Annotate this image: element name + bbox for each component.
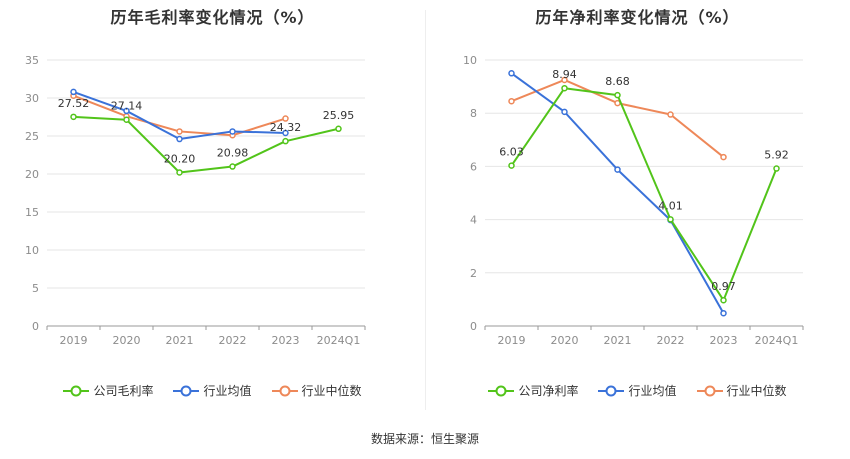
net-y-tick-label: 2: [470, 267, 477, 280]
gross-y-tick-label: 25: [25, 130, 39, 143]
net-x-tick-label: 2023: [710, 334, 738, 347]
gross-x-tick-label: 2021: [166, 334, 194, 347]
gross-series-0-point-1[interactable]: [123, 116, 130, 123]
gross-legend-swatch-icon: [271, 385, 298, 396]
gross-legend-swatch-icon: [173, 385, 200, 396]
gross-x-tick-label: 2019: [60, 334, 88, 347]
net-y-tick-label: 10: [463, 54, 477, 67]
gross-data-label: 20.20: [164, 152, 196, 165]
gross-series-1-point-0[interactable]: [70, 88, 77, 96]
net-data-label: 6.03: [499, 146, 524, 159]
net-data-label: 5.92: [764, 149, 789, 162]
gross-legend-swatch-icon: [63, 385, 90, 396]
net-series-2-point-4[interactable]: [720, 153, 727, 161]
gross-y-tick-label: 5: [32, 282, 39, 295]
gross-x-tick-label: 2024Q1: [317, 334, 361, 347]
gross-series-line-0: [73, 115, 339, 174]
gross-y-tick-label: 35: [25, 54, 39, 67]
net-data-label: 4.01: [658, 199, 683, 212]
net-legend-label: 公司净利率: [518, 384, 579, 398]
gross-legend-label: 行业均值: [203, 384, 252, 398]
gross-margin-legend: 公司毛利率 行业均值 行业中位数: [0, 382, 425, 399]
net-legend-swatch-icon: [598, 385, 625, 396]
net-series-0-point-5[interactable]: [773, 165, 780, 172]
gross-data-label: 24.32: [270, 121, 302, 134]
net-data-label: 0.97: [711, 280, 736, 293]
gross-series-0-point-5[interactable]: [335, 125, 342, 133]
net-legend-item-2[interactable]: 行业中位数: [696, 382, 787, 399]
gross-series-0-point-2[interactable]: [176, 169, 183, 176]
net-series-line-1: [510, 72, 725, 314]
gross-series-2-point-4[interactable]: [282, 115, 289, 122]
net-y-tick-label: 6: [470, 160, 477, 173]
data-source-note: 数据来源：恒生聚源: [370, 432, 479, 446]
panel-divider: [425, 10, 426, 410]
gross-margin-chart: 0 5 10 15 20 25 30 35 2019 2020 2021 2022 2023 2024Q1…: [25, 54, 366, 347]
net-legend-item-0[interactable]: 公司净利率: [488, 382, 578, 399]
net-margin-chart-title: 历年净利率变化情况（%）: [535, 8, 740, 27]
gross-margin-chart-title: 历年毛利率变化情况（%）: [110, 8, 315, 27]
net-x-tick-label: 2020: [551, 334, 579, 347]
net-series-1-point-2[interactable]: [614, 166, 621, 173]
gross-legend-label: 公司毛利率: [93, 384, 154, 398]
net-series-0-point-4[interactable]: [720, 296, 727, 304]
net-x-tick-label: 2019: [498, 334, 526, 347]
net-margin-legend: 公司净利率 行业均值 行业中位数: [425, 382, 850, 399]
gross-data-label: 27.14: [111, 100, 143, 113]
net-series-2-point-1[interactable]: [561, 76, 568, 84]
net-series-0-point-3[interactable]: [667, 216, 674, 223]
gross-series-0-point-0[interactable]: [70, 113, 77, 121]
net-series-0-point-1[interactable]: [561, 84, 568, 92]
net-y-tick-label: 4: [470, 214, 477, 227]
net-legend-swatch-icon: [696, 385, 723, 396]
net-series-0-point-0[interactable]: [508, 162, 515, 169]
net-legend-item-1[interactable]: 行业均值: [598, 382, 677, 399]
net-series-line-0: [510, 87, 778, 302]
net-legend-label: 行业中位数: [726, 384, 787, 398]
net-series-1-point-0[interactable]: [508, 70, 515, 77]
gross-legend-label: 行业中位数: [301, 384, 362, 398]
gross-x-tick-label: 2020: [113, 334, 141, 347]
gross-y-tick-label: 20: [25, 168, 39, 181]
net-y-tick-label: 8: [470, 107, 477, 120]
gross-series-1-point-2[interactable]: [176, 135, 183, 143]
gross-series-1-point-1[interactable]: [123, 107, 130, 115]
gross-series-0-point-4[interactable]: [282, 137, 289, 145]
net-x-tick-label: 2021: [604, 334, 632, 347]
gross-series-0-point-3[interactable]: [229, 163, 236, 170]
net-legend-label: 行业均值: [628, 384, 677, 398]
net-data-label: 8.94: [552, 68, 577, 81]
gross-data-label: 20.98: [217, 147, 249, 160]
gross-legend-item-1[interactable]: 行业均值: [173, 382, 252, 399]
net-margin-chart-panel: 历年净利率变化情况（%） 0 2 4 6 8 10 2019 2020 2021 2022 2023…: [425, 0, 850, 420]
gross-y-tick-label: 15: [25, 206, 39, 219]
gross-series-1-point-4[interactable]: [282, 129, 289, 137]
gross-data-label: 27.52: [58, 97, 90, 110]
gross-margin-chart-panel: 历年毛利率变化情况（%） 0 5 10 15 20 25 30 35 2019 2020 2021 2…: [0, 0, 425, 420]
net-x-tick-label: 2022: [657, 334, 685, 347]
net-series-1-point-4[interactable]: [720, 309, 727, 317]
net-data-label: 8.68: [605, 75, 630, 88]
gross-x-tick-label: 2023: [272, 334, 300, 347]
net-margin-chart: 0 2 4 6 8 10 2019 2020 2021 2022 2023 2024Q1 6.03 8.9…: [463, 54, 804, 347]
gross-y-tick-label: 30: [25, 92, 39, 105]
gross-legend-item-0[interactable]: 公司毛利率: [63, 382, 153, 399]
net-series-2-point-3[interactable]: [667, 111, 674, 118]
net-series-1-point-1[interactable]: [561, 108, 568, 116]
gross-legend-item-2[interactable]: 行业中位数: [271, 382, 362, 399]
gross-y-tick-label: 0: [32, 320, 39, 333]
net-legend-swatch-icon: [488, 385, 515, 396]
net-series-0-point-2[interactable]: [614, 91, 621, 99]
net-x-tick-label: 2024Q1: [755, 334, 799, 347]
gross-series-1-point-3[interactable]: [229, 128, 236, 135]
gross-data-label: 25.95: [323, 109, 355, 122]
gross-x-tick-label: 2022: [219, 334, 247, 347]
net-series-2-point-0[interactable]: [508, 97, 515, 105]
gross-y-tick-label: 10: [25, 244, 39, 257]
gross-series-2-point-2[interactable]: [176, 128, 183, 135]
net-y-tick-label: 0: [470, 320, 477, 333]
